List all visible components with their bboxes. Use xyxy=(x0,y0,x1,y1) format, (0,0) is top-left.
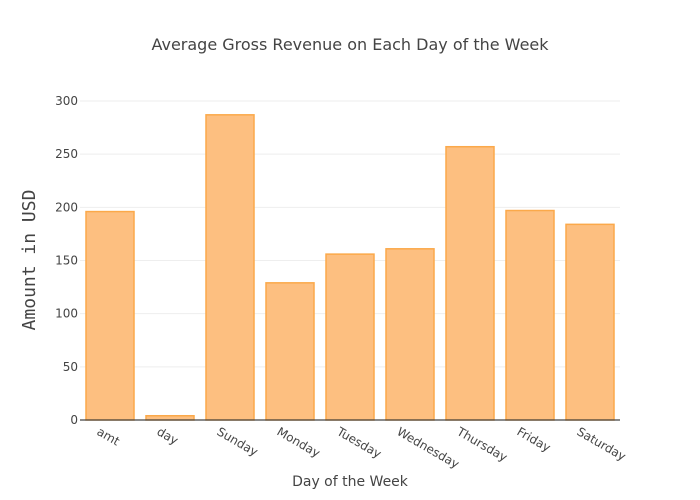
bar[interactable] xyxy=(565,223,615,421)
bar[interactable] xyxy=(505,209,555,421)
y-tick-labels: 0 50 100 150 200 250 300 xyxy=(55,94,78,427)
y-tick-label: 50 xyxy=(63,360,78,374)
x-tick-label: Saturday xyxy=(575,424,629,463)
bar[interactable] xyxy=(385,248,435,421)
x-tick-label: Friday xyxy=(515,424,554,454)
bar[interactable] xyxy=(445,145,495,421)
bar[interactable] xyxy=(325,253,375,421)
x-tick-label: Monday xyxy=(275,424,323,460)
y-tick-label: 300 xyxy=(55,94,78,108)
y-tick-label: 0 xyxy=(70,413,78,427)
x-tick-label: amt xyxy=(95,424,123,448)
y-tick-label: 200 xyxy=(55,200,78,214)
y-tick-label: 100 xyxy=(55,307,78,321)
bars xyxy=(85,114,615,421)
chart-title: Average Gross Revenue on Each Day of the… xyxy=(151,35,549,54)
bar[interactable] xyxy=(145,414,195,421)
bar[interactable] xyxy=(205,114,255,421)
bar[interactable] xyxy=(85,210,135,421)
y-tick-label: 250 xyxy=(55,147,78,161)
x-axis-label: Day of the Week xyxy=(292,474,409,490)
x-tick-label: Sunday xyxy=(215,424,261,459)
x-tick-labels: amt day Sunday Monday Tuesday WednesdayThursd… xyxy=(95,424,629,471)
x-tick-label: day xyxy=(155,424,181,447)
y-axis-label: Amount in USD xyxy=(19,190,40,331)
x-tick-label: Tuesday xyxy=(334,424,384,461)
y-tick-label: 150 xyxy=(55,254,78,268)
x-tick-label: Wednesday xyxy=(395,424,462,471)
bar[interactable] xyxy=(265,282,315,421)
